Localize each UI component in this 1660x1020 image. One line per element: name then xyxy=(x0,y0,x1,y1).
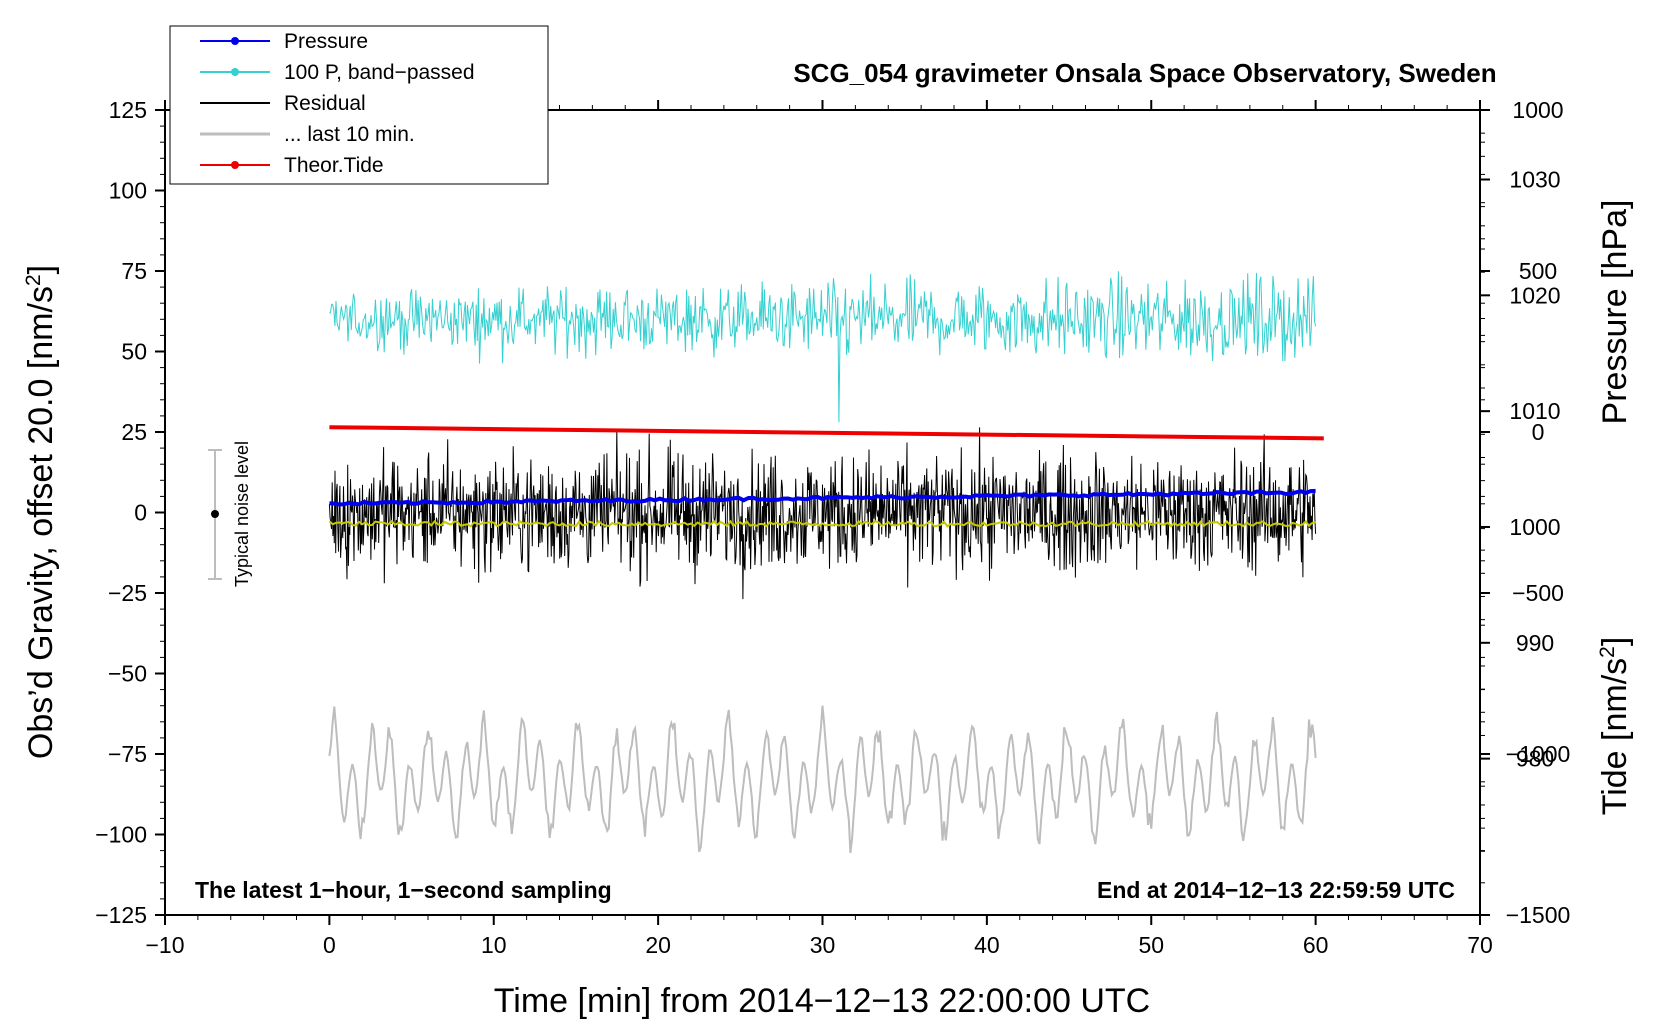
y-axis-pressure-label: Pressure [hPa] xyxy=(1596,200,1634,425)
y-left-tick-label: −25 xyxy=(108,580,147,606)
y-left-tick-label: 75 xyxy=(121,258,147,284)
series-pressure xyxy=(329,488,1316,507)
series-theoretical-tide xyxy=(329,425,1324,441)
y-axis-left-label: Obs’d Gravity, offset 20.0 [nm/s2] xyxy=(22,265,60,759)
series-layer xyxy=(328,271,1324,854)
x-tick-label: 70 xyxy=(1467,932,1493,958)
x-tick-label: 0 xyxy=(323,932,336,958)
legend-marker xyxy=(231,68,239,76)
y-tide-tick-label: −1000 xyxy=(1506,741,1571,767)
y-pressure-tick-label: 1020 xyxy=(1509,282,1560,308)
noise-center-dot xyxy=(211,510,219,518)
series-last-10-min xyxy=(328,705,1317,854)
y-axis-left-label-sup: 2 xyxy=(22,274,45,286)
x-tick-label: 20 xyxy=(645,932,671,958)
y-tide-tick-label: −1500 xyxy=(1506,902,1571,928)
legend-marker xyxy=(231,37,239,45)
x-tick-label: 60 xyxy=(1303,932,1329,958)
noise-indicator: Typical noise level xyxy=(208,441,252,587)
x-tick-label: 10 xyxy=(481,932,507,958)
y-left-tick-label: 125 xyxy=(109,97,147,123)
y-tide-tick-label: 0 xyxy=(1532,419,1545,445)
x-tick-label: 40 xyxy=(974,932,1000,958)
axes-layer: −10 0 10 20 30 40 50 60 701251007550250−25−50−75… xyxy=(95,97,1570,958)
legend-box xyxy=(169,25,549,185)
y-axis-left-label-main: Obs’d Gravity, offset 20.0 [nm/s xyxy=(22,286,60,759)
legend-label: 100 P, band−passed xyxy=(284,61,475,84)
y-axis-left-label-end: ] xyxy=(22,265,60,274)
x-tick-label: −10 xyxy=(145,932,184,958)
series-residual xyxy=(328,427,1317,600)
legend-marker xyxy=(231,161,239,169)
y-axis-tide-label-end: ] xyxy=(1596,637,1634,646)
y-axis-tide-label: Tide [nm/s2] xyxy=(1596,637,1634,816)
y-left-tick-label: 100 xyxy=(109,178,147,204)
y-axis-tide-label-sup: 2 xyxy=(1596,646,1619,658)
y-left-tick-label: −50 xyxy=(108,661,147,687)
legend-label: ... last 10 min. xyxy=(284,123,415,146)
legend-label: Pressure xyxy=(284,30,368,53)
y-tide-tick-label: 1000 xyxy=(1512,97,1563,123)
y-tide-tick-label: 500 xyxy=(1519,258,1557,284)
y-pressure-tick-label: 990 xyxy=(1516,630,1554,656)
annotation-end-time: End at 2014−12−13 22:59:59 UTC xyxy=(1097,877,1455,903)
y-left-tick-label: −125 xyxy=(95,902,147,928)
x-axis-label: Time [min] from 2014−12−13 22:00:00 UTC xyxy=(494,982,1150,1020)
y-pressure-tick-label: 1010 xyxy=(1509,398,1560,424)
y-pressure-tick-label: 1000 xyxy=(1509,514,1560,540)
noise-label: Typical noise level xyxy=(232,441,252,587)
y-left-tick-label: 0 xyxy=(134,500,147,526)
series-residual-smoothed xyxy=(328,519,1316,528)
series-band-passed-pressure xyxy=(329,271,1317,423)
y-left-tick-label: 50 xyxy=(121,339,147,365)
y-left-tick-label: −75 xyxy=(108,741,147,767)
y-pressure-tick-label: 980 xyxy=(1516,746,1554,772)
legend-label: Residual xyxy=(284,92,366,115)
y-tide-tick-label: −500 xyxy=(1512,580,1564,606)
y-pressure-tick-label: 1030 xyxy=(1509,166,1560,192)
legend-label: Theor.Tide xyxy=(284,154,384,177)
legend: Pressure 100 P, band−passed Residual ... la… xyxy=(169,25,549,185)
x-tick-label: 50 xyxy=(1138,932,1164,958)
annotation-sampling: The latest 1−hour, 1−second sampling xyxy=(195,877,612,903)
x-tick-label: 30 xyxy=(810,932,836,958)
y-axis-tide-label-main: Tide [nm/s xyxy=(1596,658,1634,815)
y-left-tick-label: −100 xyxy=(95,822,147,848)
chart-title: SCG_054 gravimeter Onsala Space Observat… xyxy=(793,58,1496,88)
y-left-tick-label: 25 xyxy=(121,419,147,445)
